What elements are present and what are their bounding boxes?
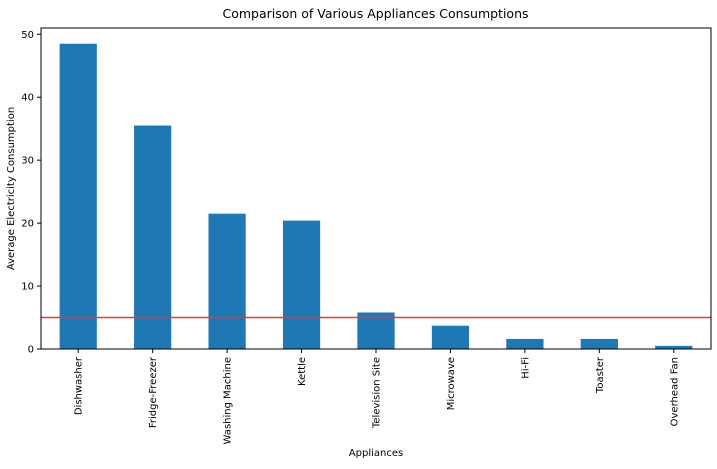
bar-fridge-freezer bbox=[134, 125, 172, 349]
x-axis: Dishwasher Fridge-Freezer Washing Machine K… bbox=[74, 349, 680, 444]
x-axis-label: Appliances bbox=[349, 448, 403, 459]
y-tick-label: 10 bbox=[21, 282, 34, 293]
x-tick-label: Dishwasher bbox=[74, 356, 85, 415]
x-tick-label: Toaster bbox=[595, 356, 606, 394]
bar-hi-fi bbox=[506, 338, 544, 349]
x-tick-label: Television Site bbox=[372, 357, 383, 429]
x-tick-label: Fridge-Freezer bbox=[148, 356, 159, 428]
x-tick-label: Overhead Fan bbox=[669, 357, 680, 426]
bar-dishwasher bbox=[59, 43, 97, 350]
bar-microwave bbox=[431, 325, 470, 349]
y-tick-label: 20 bbox=[21, 219, 34, 230]
y-axis-label: Average Electricity Consumption bbox=[6, 107, 17, 270]
chart-title: Comparison of Various Appliances Consump… bbox=[222, 6, 528, 21]
bar-television-site bbox=[357, 312, 395, 349]
x-tick-label: Hi-Fi bbox=[520, 357, 531, 379]
plot-frame bbox=[40, 27, 712, 350]
bar-washing-machine bbox=[208, 213, 246, 349]
y-tick-label: 0 bbox=[28, 345, 34, 356]
bar-toaster bbox=[580, 338, 618, 349]
bars-layer bbox=[59, 43, 693, 350]
bar-overhead-fan bbox=[655, 345, 693, 349]
y-tick-label: 40 bbox=[21, 93, 34, 104]
y-axis: 0 10 20 30 40 50 bbox=[21, 30, 41, 356]
x-tick-label: Washing Machine bbox=[223, 357, 234, 444]
y-tick-label: 50 bbox=[21, 30, 34, 41]
y-tick-label: 30 bbox=[21, 156, 34, 167]
bar-kettle bbox=[282, 220, 321, 349]
x-tick-label: Kettle bbox=[297, 357, 308, 386]
x-tick-label: Microwave bbox=[446, 357, 457, 410]
